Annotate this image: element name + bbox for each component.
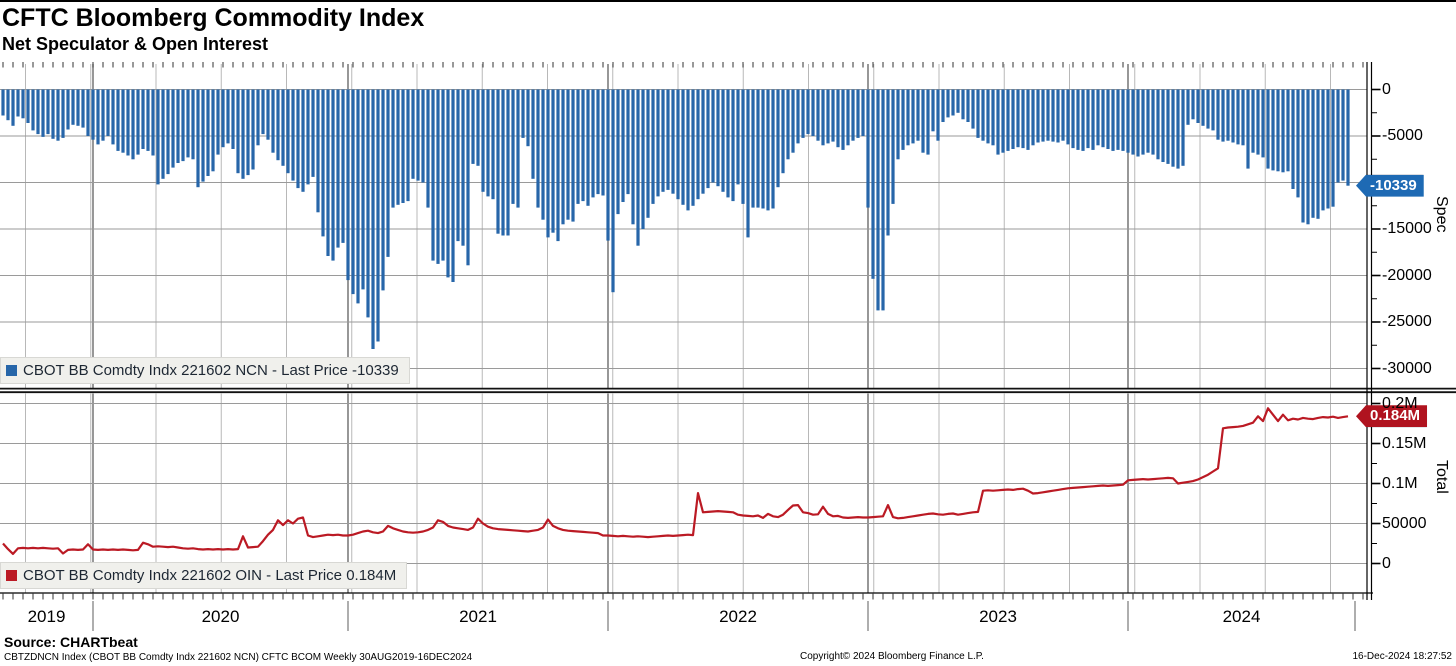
top-border	[0, 0, 1456, 2]
y-tick-label: 0.2M	[1382, 394, 1418, 412]
y-tick-label: 0	[1382, 80, 1391, 98]
open-interest-line	[2, 407, 1349, 556]
y-tick-label: -5000	[1382, 127, 1423, 144]
x-year-label-2023: 2023	[979, 607, 1017, 626]
y-tick-label: -30000	[1382, 359, 1432, 377]
spec-last-price-badge: -10339	[1356, 174, 1424, 197]
spec-series-label: CBOT BB Comdty Indx 221602 NCN - Last Pr…	[23, 362, 399, 379]
copyright-note: Copyright© 2024 Bloomberg Finance L.P.	[800, 651, 984, 662]
oi-series-label: CBOT BB Comdty Indx 221602 OIN - Last Pr…	[23, 567, 397, 584]
net-spec-bars	[1, 89, 1350, 349]
y-tick-label: 50000	[1382, 514, 1427, 532]
total-axis-title: Total	[1433, 460, 1450, 494]
y-tick-label: -25000	[1382, 313, 1432, 330]
y-tick-label: 0.15M	[1382, 434, 1427, 452]
timestamp: 16-Dec-2024 18:27:52	[1352, 651, 1452, 662]
x-year-label-2020: 2020	[201, 607, 240, 626]
chart-title: CFTC Bloomberg Commodity Index	[2, 4, 425, 32]
y-tick-label: 0.1M	[1382, 474, 1418, 492]
x-year-label-2021: 2021	[459, 607, 497, 626]
legend-net-speculator[interactable]: CBOT BB Comdty Indx 221602 NCN - Last Pr…	[0, 357, 410, 384]
legend-open-interest[interactable]: CBOT BB Comdty Indx 221602 OIN - Last Pr…	[0, 562, 408, 589]
oi-series-swatch	[6, 570, 17, 581]
x-year-label-2019: 2019	[27, 607, 66, 626]
y-tick-label: 0	[1382, 554, 1391, 572]
x-year-label-2024: 2024	[1222, 607, 1261, 626]
security-description: CBTZDNCN Index (CBOT BB Comdty Indx 2216…	[4, 652, 473, 663]
source-note: Source: CHARTbeat	[4, 634, 138, 650]
y-tick-label: -15000	[1382, 220, 1432, 237]
spec-series-swatch	[6, 365, 17, 376]
spec-axis-title: Spec	[1433, 196, 1450, 233]
chart-subtitle: Net Speculator & Open Interest	[2, 34, 269, 54]
y-tick-label: -20000	[1382, 266, 1432, 284]
oi-last-price-badge: 0.184M	[1356, 405, 1428, 428]
x-year-label-2022: 2022	[719, 607, 757, 626]
